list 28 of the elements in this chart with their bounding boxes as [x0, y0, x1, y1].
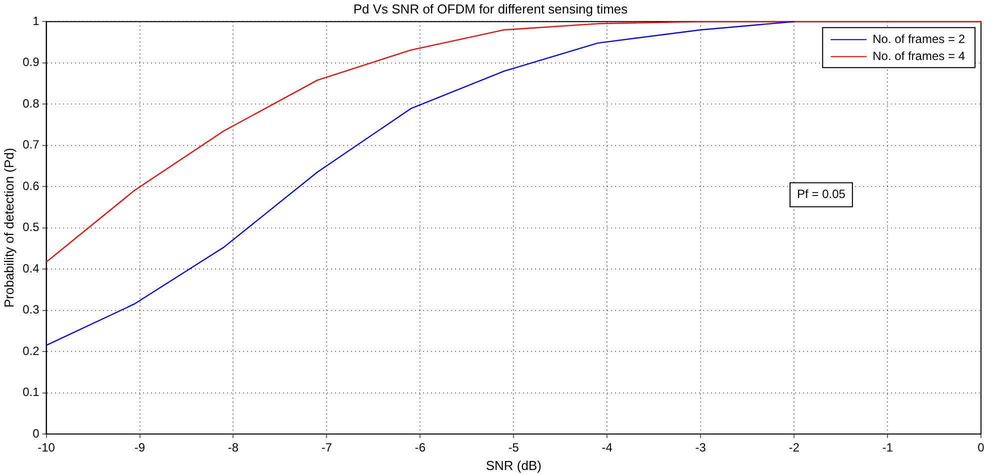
x-tick-label: -10 [38, 440, 56, 455]
y-tick-label: 0.4 [22, 261, 40, 276]
x-tick-label: -6 [414, 440, 426, 455]
x-tick-label: -9 [134, 440, 146, 455]
chart-title: Pd Vs SNR of OFDM for different sensing times [353, 1, 628, 16]
y-tick-label: 0.3 [22, 302, 40, 317]
x-tick-label: -1 [882, 440, 894, 455]
y-tick-label: 0.5 [22, 220, 40, 234]
x-tick-label: -2 [788, 440, 800, 455]
x-tick-label: -3 [695, 440, 706, 455]
y-tick-label: 0.7 [22, 138, 40, 152]
y-tick-label: 0.6 [22, 178, 40, 193]
x-tick-label: -4 [602, 440, 613, 455]
x-tick-label: -8 [228, 440, 239, 455]
y-tick-label: 0 [32, 426, 40, 440]
x-tick-label: 0 [978, 440, 985, 455]
x-tick-label: -5 [508, 440, 520, 455]
y-axis-title: Probability of detection (Pd) [1, 148, 16, 308]
x-axis-title: SNR (dB) [486, 458, 542, 473]
annotation: Pf = 0.05 [797, 187, 846, 202]
y-tick-label: 0.9 [22, 55, 40, 70]
y-tick-label: 1 [32, 14, 40, 28]
legend-label: No. of frames = 4 [872, 48, 966, 63]
x-tick-label: -7 [321, 440, 332, 455]
y-tick-label: 0.2 [22, 344, 40, 358]
y-tick-label: 0.1 [22, 385, 40, 400]
legend-label: No. of frames = 2 [872, 32, 966, 46]
y-tick-label: 0.8 [22, 96, 40, 110]
